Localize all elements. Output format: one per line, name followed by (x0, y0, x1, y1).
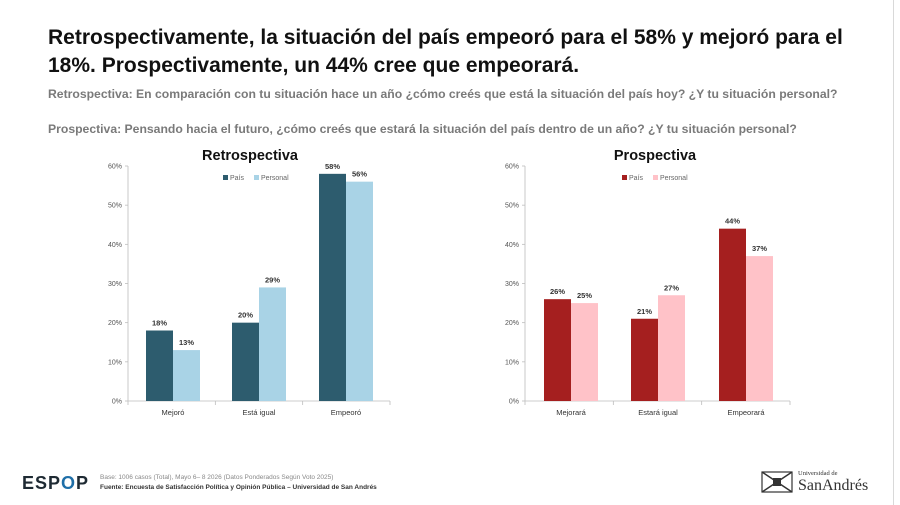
footer-base-note: Base: 1006 casos (Total), Mayo 6– 8 2026… (100, 474, 334, 481)
legend-label: País (230, 175, 245, 182)
legend-label: País (629, 175, 644, 182)
legend-swatch (653, 175, 658, 180)
y-tick-label: 60% (505, 164, 519, 171)
category-label: Está igual (243, 408, 276, 417)
category-label: Empeoró (331, 408, 361, 417)
data-label: 21% (637, 307, 652, 316)
legend-label: Personal (261, 175, 289, 182)
y-tick-label: 40% (505, 242, 519, 249)
data-label: 20% (238, 311, 253, 320)
university-crest-icon (761, 471, 793, 493)
university-small-text: Universidad de (798, 470, 838, 477)
data-label: 27% (664, 283, 679, 292)
y-tick-label: 50% (108, 203, 122, 210)
y-tick-label: 60% (108, 164, 122, 171)
question-retrospective: Retrospectiva: En comparación con tu sit… (48, 87, 838, 101)
bar-personal (658, 295, 685, 401)
data-label: 18% (152, 319, 167, 328)
y-tick-label: 0% (509, 399, 519, 406)
chart-title-prospective: Prospectiva (613, 148, 697, 164)
footer-source: Fuente: Encuesta de Satisfacción Polític… (100, 484, 377, 491)
bar-país (544, 299, 571, 401)
espop-logo: ESPOP (22, 473, 90, 493)
y-tick-label: 10% (108, 359, 122, 366)
category-label: Mejoró (162, 408, 185, 417)
data-label: 13% (179, 338, 194, 347)
bar-personal (571, 303, 598, 401)
legend-swatch (622, 175, 627, 180)
page-title: Retrospectivamente, la situación del paí… (48, 26, 843, 77)
bar-país (631, 318, 658, 401)
bar-personal (173, 350, 200, 401)
legend-swatch (223, 175, 228, 180)
data-label: 29% (265, 275, 280, 284)
bar-personal (746, 256, 773, 401)
question-prospective: Prospectiva: Pensando hacia el futuro, ¿… (48, 122, 797, 136)
data-label: 56% (352, 170, 367, 179)
y-tick-label: 50% (505, 203, 519, 210)
data-label: 26% (550, 287, 565, 296)
data-label: 25% (577, 291, 592, 300)
category-label: Mejorará (556, 408, 586, 417)
bar-país (719, 228, 746, 401)
chart-title-retrospective: Retrospectiva (202, 148, 298, 164)
y-tick-label: 30% (505, 281, 519, 288)
category-label: Empeorará (727, 408, 765, 417)
y-tick-label: 0% (112, 399, 122, 406)
category-label: Estará igual (638, 408, 678, 417)
bar-país (319, 173, 346, 401)
bar-país (232, 322, 259, 401)
university-name: SanAndrés (798, 477, 869, 494)
bar-país (146, 330, 173, 401)
legend-swatch (254, 175, 259, 180)
bar-personal (259, 287, 286, 401)
y-tick-label: 10% (505, 359, 519, 366)
y-tick-label: 40% (108, 242, 122, 249)
data-label: 44% (725, 217, 740, 226)
university-logo: Universidad de SanAndrés (758, 468, 888, 496)
y-tick-label: 20% (505, 320, 519, 327)
right-border-line (893, 0, 894, 505)
bar-personal (346, 181, 373, 401)
legend-label: Personal (660, 175, 688, 182)
y-tick-label: 20% (108, 320, 122, 327)
data-label: 37% (752, 244, 767, 253)
data-label: 58% (325, 162, 340, 171)
y-tick-label: 30% (108, 281, 122, 288)
